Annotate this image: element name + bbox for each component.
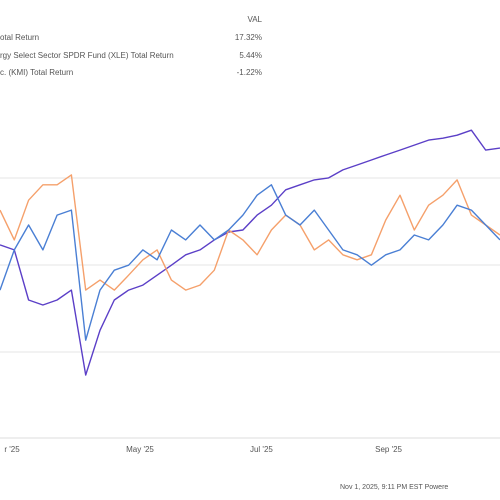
legend-value: 17.32% [235, 33, 262, 42]
series-line [0, 174, 500, 291]
footer: Nov 1, 2025, 9:11 PM EST Powere [340, 484, 448, 491]
legend-entry: otal Return [0, 33, 39, 42]
legend-entry: rgy Select Sector SPDR Fund (XLE) Total … [0, 51, 174, 60]
series-line [0, 184, 500, 341]
series-line [0, 129, 500, 376]
x-tick-label: Sep '25 [375, 445, 402, 454]
x-tick-label: May '25 [126, 445, 154, 454]
x-tick-label: Jul '25 [250, 445, 273, 454]
legend-value: 5.44% [239, 51, 262, 60]
legend-header: VAL [247, 15, 262, 24]
x-tick-label: r '25 [4, 445, 20, 454]
legend-value: -1.22% [237, 68, 262, 77]
legend-entry: c. (KMI) Total Return [0, 68, 73, 77]
